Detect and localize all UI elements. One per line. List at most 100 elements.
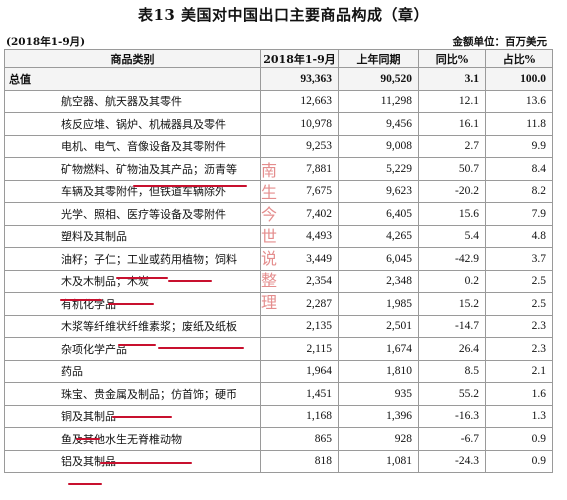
yoy-cell: 50.7 bbox=[418, 157, 486, 181]
table-row: 核反应堆、锅炉、机械器具及零件 10,978 9,456 16.1 11.8 bbox=[4, 112, 553, 136]
current-value-cell: 7,675 bbox=[260, 179, 339, 203]
share-cell: 1.6 bbox=[485, 382, 553, 406]
yoy-cell: -20.2 bbox=[418, 179, 486, 203]
yoy-cell: 8.5 bbox=[418, 359, 486, 383]
annotation-underline bbox=[76, 438, 100, 440]
current-value-cell: 1,451 bbox=[260, 382, 339, 406]
table-row: 塑料及其制品 4,493 4,265 5.4 4.8 bbox=[4, 224, 553, 248]
yoy-cell: 12.1 bbox=[418, 89, 486, 113]
header-prior: 上年同期 bbox=[338, 49, 419, 68]
category-cell: 木浆等纤维状纤维素浆；废纸及纸板 bbox=[4, 314, 261, 338]
current-value-cell: 1,964 bbox=[260, 359, 339, 383]
table-row: 车辆及其零附件，但铁道车辆除外 7,675 9,623 -20.2 8.2 bbox=[4, 179, 553, 203]
annotation-underline bbox=[68, 483, 102, 485]
table-row: 光学、照相、医疗等设备及零附件 7,402 6,405 15.6 7.9 bbox=[4, 202, 553, 226]
category-cell: 鱼及其他水生无脊椎动物 bbox=[4, 427, 261, 451]
header-current: 2018年1-9月 bbox=[260, 49, 339, 68]
current-value-cell: 1,168 bbox=[260, 404, 339, 428]
share-cell: 1.3 bbox=[485, 404, 553, 428]
category-cell: 核反应堆、锅炉、机械器具及零件 bbox=[4, 112, 261, 136]
watermark: 南生今世说整理 bbox=[260, 161, 277, 312]
table-title: 表13 美国对中国出口主要商品构成（章） bbox=[137, 6, 430, 24]
table-row: 木浆等纤维状纤维素浆；废纸及纸板 2,135 2,501 -14.7 2.3 bbox=[4, 314, 553, 338]
category-cell: 电机、电气、音像设备及其零附件 bbox=[4, 134, 261, 158]
header-share: 占比% bbox=[485, 49, 553, 68]
prior-value-cell: 1,985 bbox=[338, 292, 419, 316]
prior-value-cell: 935 bbox=[338, 382, 419, 406]
export-composition-table: 商品类别 2018年1-9月 上年同期 同比% 占比% 总值 93,363 90,5… bbox=[4, 49, 553, 473]
category-cell: 总值 bbox=[4, 67, 261, 91]
prior-value-cell: 1,396 bbox=[338, 404, 419, 428]
prior-value-cell: 4,265 bbox=[338, 224, 419, 248]
yoy-cell: -24.3 bbox=[418, 449, 486, 473]
current-value-cell: 7,402 bbox=[260, 202, 339, 226]
share-cell: 2.5 bbox=[485, 292, 553, 316]
prior-value-cell: 1,674 bbox=[338, 337, 419, 361]
yoy-cell: -42.9 bbox=[418, 247, 486, 271]
prior-value-cell: 9,008 bbox=[338, 134, 419, 158]
yoy-cell: 2.7 bbox=[418, 134, 486, 158]
share-cell: 8.4 bbox=[485, 157, 553, 181]
prior-value-cell: 11,298 bbox=[338, 89, 419, 113]
yoy-cell: 15.2 bbox=[418, 292, 486, 316]
current-value-cell: 2,115 bbox=[260, 337, 339, 361]
prior-value-cell: 9,456 bbox=[338, 112, 419, 136]
table-row: 航空器、航天器及其零件 12,663 11,298 12.1 13.6 bbox=[4, 89, 553, 113]
annotation-underline bbox=[168, 280, 212, 282]
share-cell: 0.9 bbox=[485, 449, 553, 473]
current-value-cell: 4,493 bbox=[260, 224, 339, 248]
category-cell: 塑料及其制品 bbox=[4, 224, 261, 248]
yoy-cell: 55.2 bbox=[418, 382, 486, 406]
current-value-cell: 10,978 bbox=[260, 112, 339, 136]
annotation-underline bbox=[100, 462, 192, 464]
annotation-underline bbox=[60, 299, 102, 301]
category-cell: 珠宝、贵金属及制品；仿首饰；硬币 bbox=[4, 382, 261, 406]
prior-value-cell: 6,405 bbox=[338, 202, 419, 226]
yoy-cell: 3.1 bbox=[418, 67, 486, 91]
table-row: 药品 1,964 1,810 8.5 2.1 bbox=[4, 359, 553, 383]
prior-value-cell: 2,501 bbox=[338, 314, 419, 338]
share-cell: 8.2 bbox=[485, 179, 553, 203]
share-cell: 0.9 bbox=[485, 427, 553, 451]
table-row: 矿物燃料、矿物油及其产品；沥青等 7,881 5,229 50.7 8.4 bbox=[4, 157, 553, 181]
category-cell: 药品 bbox=[4, 359, 261, 383]
table-header-row: 商品类别 2018年1-9月 上年同期 同比% 占比% bbox=[4, 49, 553, 68]
category-cell: 车辆及其零附件，但铁道车辆除外 bbox=[4, 179, 261, 203]
annotation-underline bbox=[118, 344, 156, 346]
category-cell: 铝及其制品 bbox=[4, 449, 261, 473]
prior-value-cell: 90,520 bbox=[338, 67, 419, 91]
current-value-cell: 3,449 bbox=[260, 247, 339, 271]
category-cell: 航空器、航天器及其零件 bbox=[4, 89, 261, 113]
prior-value-cell: 9,623 bbox=[338, 179, 419, 203]
table-row: 铝及其制品 818 1,081 -24.3 0.9 bbox=[4, 449, 553, 473]
prior-value-cell: 2,348 bbox=[338, 269, 419, 293]
total-row: 总值 93,363 90,520 3.1 100.0 bbox=[4, 67, 553, 91]
prior-value-cell: 1,081 bbox=[338, 449, 419, 473]
share-cell: 100.0 bbox=[485, 67, 553, 91]
prior-value-cell: 1,810 bbox=[338, 359, 419, 383]
annotation-underline bbox=[108, 303, 154, 305]
annotation-underline bbox=[112, 416, 172, 418]
prior-value-cell: 6,045 bbox=[338, 247, 419, 271]
annotation-underline bbox=[116, 277, 168, 279]
share-cell: 11.8 bbox=[485, 112, 553, 136]
yoy-cell: 5.4 bbox=[418, 224, 486, 248]
category-cell: 矿物燃料、矿物油及其产品；沥青等 bbox=[4, 157, 261, 181]
share-cell: 13.6 bbox=[485, 89, 553, 113]
prior-value-cell: 928 bbox=[338, 427, 419, 451]
table-row: 杂项化学产品 2,115 1,674 26.4 2.3 bbox=[4, 337, 553, 361]
table-row: 铜及其制品 1,168 1,396 -16.3 1.3 bbox=[4, 404, 553, 428]
current-value-cell: 93,363 bbox=[260, 67, 339, 91]
table-subheader: (2018年1-9月) 金额单位：百万美元 bbox=[6, 34, 561, 50]
category-cell: 木及木制品；木炭 bbox=[4, 269, 261, 293]
prior-value-cell: 5,229 bbox=[338, 157, 419, 181]
annotation-underline bbox=[158, 347, 244, 349]
share-cell: 4.8 bbox=[485, 224, 553, 248]
current-value-cell: 9,253 bbox=[260, 134, 339, 158]
yoy-cell: -16.3 bbox=[418, 404, 486, 428]
share-cell: 2.3 bbox=[485, 314, 553, 338]
share-cell: 9.9 bbox=[485, 134, 553, 158]
period-label: (2018年1-9月) bbox=[6, 36, 86, 48]
table-row: 电机、电气、音像设备及其零附件 9,253 9,008 2.7 9.9 bbox=[4, 134, 553, 158]
share-cell: 2.5 bbox=[485, 269, 553, 293]
